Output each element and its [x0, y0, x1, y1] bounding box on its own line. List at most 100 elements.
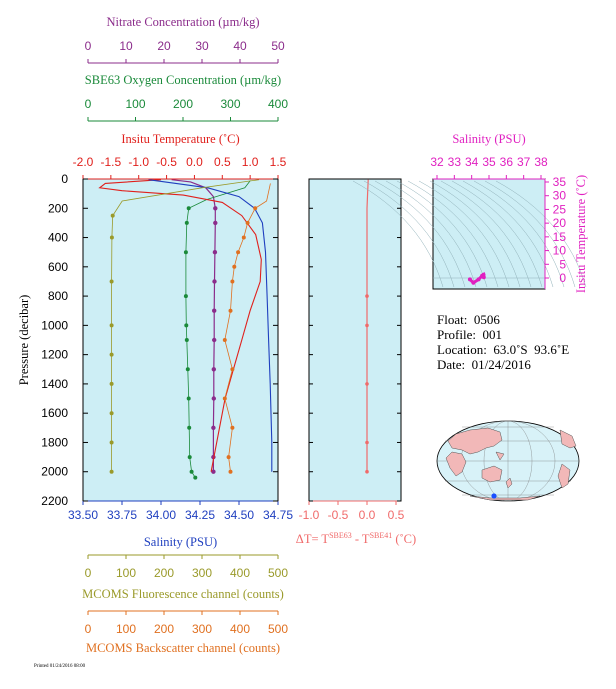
salinity-tick-label: 34.00 — [146, 508, 176, 522]
backscatter-tick-label: 200 — [154, 622, 174, 636]
delta-t-tick-label: -0.5 — [328, 508, 349, 522]
delta-t-marks — [365, 179, 369, 474]
backscatter-point — [241, 235, 246, 240]
oxygen-point — [187, 425, 192, 430]
oxygen-axis-title: SBE63 Oxygen Concentration (µm/kg) — [85, 73, 281, 87]
delta-t-point — [365, 440, 369, 445]
fluorescence-series-line — [111, 179, 260, 472]
backscatter-point — [230, 279, 235, 284]
backscatter-tick-label: 400 — [230, 622, 250, 636]
ts-density-contour — [407, 180, 499, 288]
salinity-tick-label: 34.25 — [185, 508, 215, 522]
backscatter-point — [222, 396, 227, 401]
backscatter-point — [230, 425, 235, 430]
oxygen-tick-label: 300 — [220, 97, 240, 111]
pressure-tick-label: 0 — [61, 172, 68, 186]
ts-density-contour — [495, 180, 587, 288]
float-id: Float: 0506 — [437, 312, 500, 327]
nitrate-point — [212, 308, 217, 313]
pressure-tick-label: 800 — [48, 289, 68, 303]
delta-t-tick-label: -1.0 — [299, 508, 320, 522]
delta-t-axis-title: ΔT= TSBE63 - TSBE41 (˚C) — [296, 531, 416, 546]
fluorescence-point — [109, 381, 114, 386]
nitrate-point — [211, 425, 216, 430]
temperature-tick-label: -1.5 — [101, 155, 122, 169]
ts-point — [476, 277, 481, 282]
backscatter-point — [232, 264, 237, 269]
temperature-tick-label: -0.5 — [156, 155, 177, 169]
fluorescence-point — [109, 469, 114, 474]
ts-density-contour — [440, 180, 532, 288]
temperature-tick-label: 0.5 — [214, 155, 231, 169]
oxygen-tick-label: 400 — [268, 97, 288, 111]
fluorescence-tick-label: 400 — [230, 566, 250, 580]
fluorescence-tick-label: 500 — [268, 566, 288, 580]
ts-salinity-tick-label: 35 — [482, 155, 496, 169]
oxygen-point — [189, 469, 194, 474]
pressure-axis-title: Pressure (decibar) — [17, 295, 31, 386]
oxygen-tick-label: 100 — [125, 97, 145, 111]
backscatter-point — [228, 308, 233, 313]
backscatter-tick-label: 500 — [268, 622, 288, 636]
pressure-tick-label: 1000 — [41, 318, 68, 332]
fluorescence-point — [110, 213, 115, 218]
temperature-tick-label: 1.5 — [270, 155, 287, 169]
pressure-tick-label: 400 — [48, 231, 68, 245]
oxygen-point — [186, 396, 191, 401]
ts-point — [471, 280, 476, 285]
ts-temperature-tick-label: 30 — [553, 189, 567, 203]
pressure-tick-label: 600 — [48, 260, 68, 274]
ts-density-contour — [396, 180, 488, 288]
ts-salinity-tick-label: 32 — [430, 155, 444, 169]
oxygen-point — [184, 220, 189, 225]
pressure-tick-label: 1600 — [41, 406, 68, 420]
fluorescence-tick-label: 0 — [85, 566, 92, 580]
ts-density-contour — [462, 180, 554, 288]
float-info: Float: 0506 Profile: 001 Location: 63.0˚… — [437, 312, 569, 372]
fluorescence-tick-label: 300 — [192, 566, 212, 580]
map-land — [445, 427, 577, 501]
oxygen-tick-label: 0 — [85, 97, 92, 111]
ts-point — [481, 275, 486, 280]
backscatter-point — [230, 367, 235, 372]
temperature-tick-label: 1.0 — [242, 155, 259, 169]
main-plot-axes: 0 10 20 30 40 50 Nitrate Concentration (µm/kg)… — [17, 15, 293, 655]
salinity-tick-label: 34.75 — [263, 508, 293, 522]
profile-number: Profile: 001 — [437, 327, 502, 342]
profile-date: Date: 01/24/2016 — [437, 357, 531, 372]
pressure-tick-label: 1800 — [41, 435, 68, 449]
ts-temperature-tick-label: 25 — [553, 202, 567, 216]
ts-density-contour — [385, 180, 477, 288]
nitrate-point — [212, 337, 217, 343]
ts-temperature-tick-label: 35 — [553, 175, 567, 189]
ts-temperature-tick-label: 0 — [559, 271, 566, 285]
nitrate-tick-label: 20 — [157, 39, 171, 53]
ts-density-contour — [374, 180, 466, 288]
nitrate-point — [213, 220, 218, 226]
ts-salinity-tick-label: 37 — [517, 155, 531, 169]
oxygen-point — [193, 475, 198, 480]
nitrate-point — [211, 469, 216, 474]
delta-t-tick-label: 0.5 — [388, 508, 405, 522]
nitrate-point — [212, 279, 217, 284]
ts-temperature-tick-label: 10 — [553, 244, 567, 258]
oxygen-tick-label: 200 — [173, 97, 193, 111]
backscatter-point — [228, 469, 233, 474]
ts-density-contour — [473, 180, 565, 288]
fluorescence-tick-label: 200 — [154, 566, 174, 580]
ts-salinity-tick-label: 38 — [534, 155, 548, 169]
fluorescence-point — [109, 279, 114, 284]
pressure-tick-label: 1200 — [41, 348, 68, 362]
fluorescence-point — [109, 440, 114, 445]
ts-temperature-tick-label: 20 — [553, 216, 567, 230]
temperature-tick-label: -1.0 — [128, 155, 149, 169]
salinity-tick-label: 33.50 — [68, 508, 98, 522]
nitrate-point — [211, 396, 216, 401]
ts-density-contour — [451, 180, 543, 288]
oxygen-point — [184, 338, 189, 342]
ts-density-contour — [418, 180, 510, 288]
nitrate-tick-label: 0 — [85, 39, 92, 53]
nitrate-tick-label: 50 — [271, 39, 285, 53]
temperature-axis-title: Insitu Temperature (˚C) — [121, 132, 239, 146]
globe-map — [436, 420, 580, 502]
